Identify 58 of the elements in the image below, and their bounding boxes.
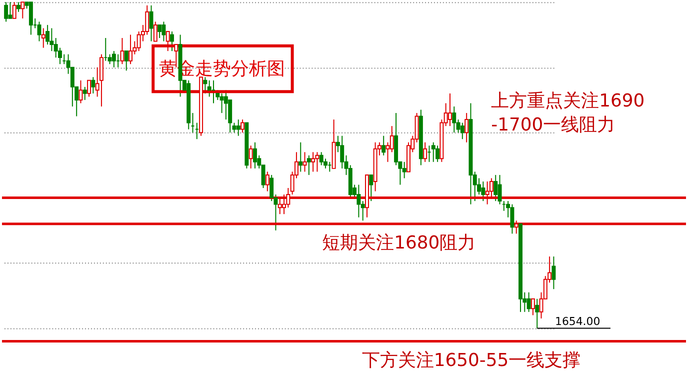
- candlestick: [452, 106, 456, 134]
- candlestick: [302, 152, 307, 172]
- candlestick: [319, 152, 324, 166]
- annotation: 短期关注1680阻力: [322, 232, 476, 254]
- candlestick: [481, 180, 486, 202]
- candlestick: [108, 54, 112, 65]
- candlestick: [535, 298, 540, 329]
- candlestick: [390, 126, 394, 153]
- candlestick: [78, 80, 83, 104]
- candlestick: [494, 174, 498, 202]
- candlestick: [162, 21, 166, 42]
- candlestick: [460, 122, 464, 140]
- candlestick: [448, 92, 452, 127]
- candlestick: [356, 184, 361, 218]
- candlestick: [158, 24, 162, 38]
- candlestick: [28, 2, 33, 36]
- candlestick: [128, 34, 133, 65]
- candlestick: [16, 2, 20, 12]
- candlestick: [120, 38, 124, 65]
- candlestick: [220, 92, 224, 114]
- candlestick: [265, 171, 270, 192]
- candlestick: [112, 50, 116, 68]
- candlestick: [170, 30, 174, 52]
- candlestick: [248, 145, 253, 169]
- candlestick: [369, 174, 374, 202]
- candlestick: [4, 2, 8, 22]
- candlestick: [8, 2, 12, 19]
- candlestick: [431, 142, 436, 162]
- candlestick: [526, 292, 531, 312]
- candlestick: [87, 80, 92, 98]
- candlestick: [498, 174, 502, 205]
- candlestick: [298, 142, 303, 172]
- annotation: 上方重点关注1690-1700一线阻力: [491, 90, 645, 136]
- candlestick: [510, 204, 514, 234]
- text: 下方关注1650-55一线支撑: [362, 350, 581, 372]
- candlestick: [315, 152, 320, 172]
- candlestick: [530, 298, 535, 316]
- candlestick: [50, 28, 54, 52]
- candlestick: [464, 112, 469, 143]
- candlestick: [153, 21, 158, 42]
- candlestick: [382, 135, 386, 156]
- candlestick: [340, 135, 344, 169]
- candlestick: [124, 50, 128, 72]
- candlestick: [402, 161, 406, 179]
- candlestick: [82, 86, 87, 100]
- candlestick: [91, 76, 96, 94]
- candlestick: [436, 145, 440, 162]
- candlestick: [311, 152, 316, 172]
- candlestick: [252, 142, 257, 169]
- candlestick: [240, 119, 245, 134]
- candlestick: [423, 142, 428, 162]
- candlestick: [203, 76, 208, 94]
- annotation: 1654.00: [554, 315, 600, 328]
- candlestick: [306, 154, 311, 176]
- candlestick: [41, 28, 46, 48]
- candlestick: [99, 54, 104, 107]
- candlestick: [552, 256, 556, 290]
- candlestick: [236, 119, 240, 136]
